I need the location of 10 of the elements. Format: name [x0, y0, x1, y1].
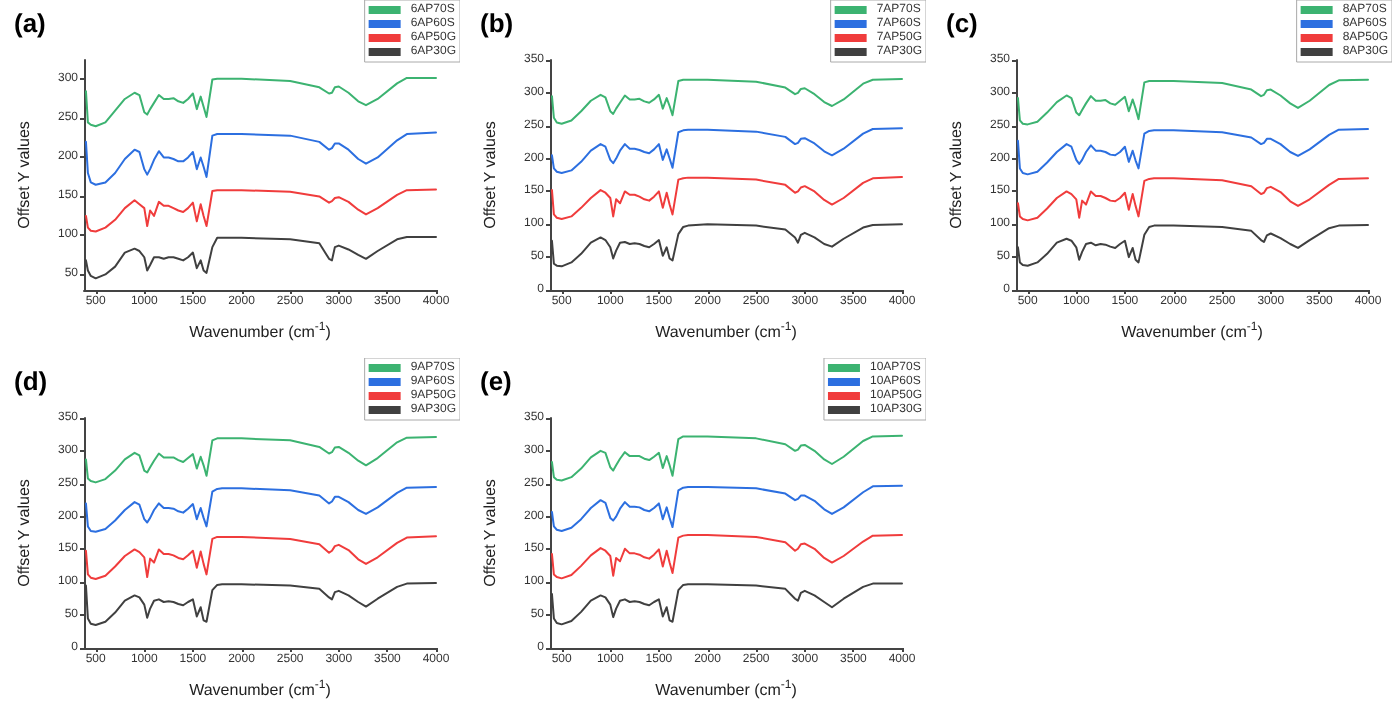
y-axis-title: Offset Y values [15, 121, 33, 229]
chart-title: (e) [480, 366, 512, 396]
chart-title: (b) [480, 8, 514, 38]
y-axis-title: Offset Y values [481, 479, 499, 587]
y-axis-title: Offset Y values [947, 121, 965, 229]
y-axis-title: Offset Y values [481, 121, 499, 229]
y-axis-title: Offset Y values [15, 479, 33, 587]
chart-title: (d) [14, 366, 48, 396]
chart-title: (a) [14, 8, 46, 38]
chart-title: (c) [946, 8, 978, 38]
